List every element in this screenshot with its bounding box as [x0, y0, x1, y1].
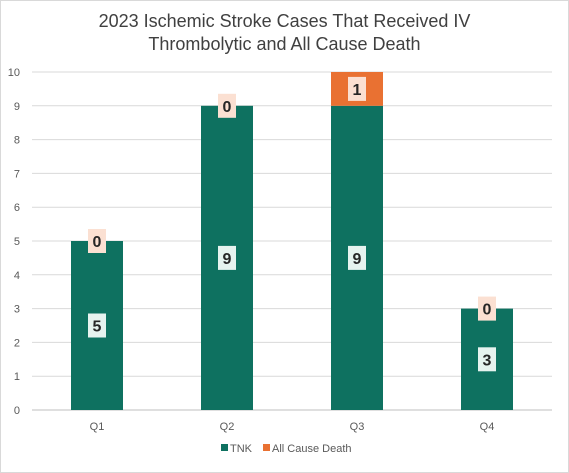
data-label-box	[88, 229, 106, 253]
legend: TNK All Cause Death	[221, 443, 352, 455]
data-label: 9	[223, 251, 232, 268]
y-tick-label: 8	[14, 135, 20, 147]
chart-title-line-1: 2023 Ischemic Stroke Cases That Received…	[98, 11, 471, 31]
legend-swatch	[263, 444, 270, 451]
x-axis: Q1 Q2 Q3 Q4	[90, 421, 495, 433]
legend-swatch	[221, 444, 228, 451]
y-tick-label: 7	[14, 168, 20, 180]
data-label: 1	[353, 82, 362, 99]
y-tick-label: 0	[14, 405, 20, 417]
y-tick-label: 3	[14, 304, 20, 316]
data-label-box	[478, 347, 496, 372]
x-tick-label: Q2	[220, 421, 235, 433]
x-tick-label: Q1	[90, 421, 105, 433]
data-label-box	[88, 313, 106, 338]
data-label-box	[218, 93, 236, 118]
y-tick-label: 10	[8, 67, 20, 79]
y-tick-label: 4	[14, 270, 20, 282]
legend-label: All Cause Death	[272, 443, 352, 455]
y-tick-label: 5	[14, 236, 20, 248]
data-label-box	[478, 296, 496, 321]
y-axis: 0 1 2 3 4 5 6 7 8 9 10	[8, 67, 20, 417]
legend-label: TNK	[230, 443, 253, 455]
data-label-box	[218, 245, 236, 270]
data-label-box	[348, 76, 366, 101]
data-label: 0	[483, 302, 492, 319]
y-tick-label: 6	[14, 202, 20, 214]
data-label: 0	[223, 99, 232, 116]
data-label: 3	[483, 352, 492, 369]
data-label: 0	[93, 234, 102, 251]
chart-title-line-2: Thrombolytic and All Cause Death	[148, 34, 421, 54]
data-label: 5	[93, 319, 102, 336]
y-tick-label: 2	[14, 337, 20, 349]
y-tick-label: 9	[14, 101, 20, 113]
data-label-box	[348, 245, 366, 270]
chart-title: 2023 Ischemic Stroke Cases That Received…	[0, 10, 569, 56]
x-tick-label: Q3	[350, 421, 365, 433]
y-tick-label: 1	[14, 371, 20, 383]
data-label: 9	[353, 251, 362, 268]
data-labels: 5 0 9 0 9 1 3 0	[88, 76, 496, 372]
x-tick-label: Q4	[480, 421, 495, 433]
